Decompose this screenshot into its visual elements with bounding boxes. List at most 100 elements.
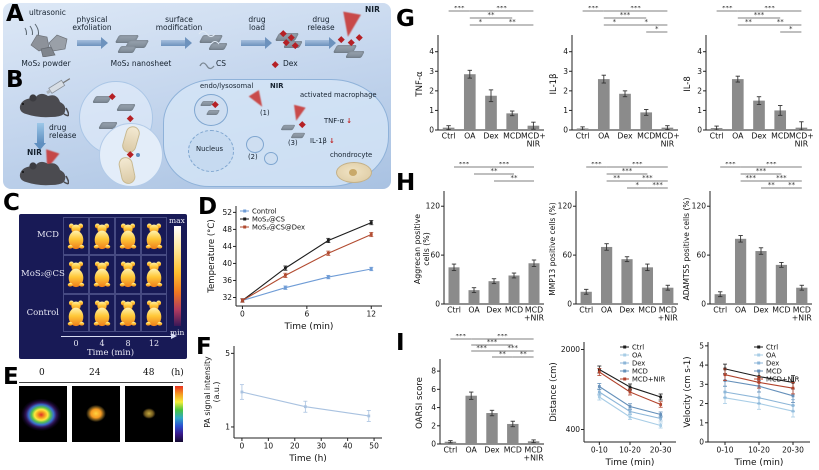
svg-text:MCD: MCD [503,132,521,141]
svg-text:**: ** [499,350,507,358]
svg-text:Dex: Dex [617,132,633,141]
panel-i-label: I [396,330,405,356]
svg-text:***: *** [725,162,736,168]
thermal-mouse-image [115,217,141,256]
svg-text:20-30: 20-30 [782,446,804,455]
mos2-nanosheet-label: MoS₂ nanosheet [110,59,172,68]
svg-text:MCD+NIR: MCD+NIR [766,375,800,383]
thermal-image-box: MCD MoS₂@CS Control max min 0 4 8 12 Tim… [19,214,187,359]
svg-text:**: ** [613,174,621,182]
svg-text:MCD: MCD [772,306,790,315]
thermal-mouse-image [141,255,167,294]
svg-text:***: *** [476,344,487,352]
pa-image-24h [72,386,120,442]
panel-e-pa-images: E 0 24 48 (h) [3,366,195,468]
svg-text:1: 1 [699,418,704,427]
mos2-powder-icon [30,34,68,57]
svg-text:Control: Control [252,207,277,215]
svg-text:**: ** [491,167,499,175]
svg-text:NIR: NIR [527,140,541,149]
thermal-row-label-mcd: MCD [36,230,59,240]
svg-text:2000: 2000 [561,345,580,354]
svg-text:NIR: NIR [795,140,809,149]
svg-text:20: 20 [290,442,300,451]
down-arrow-icon: ↓ [328,137,335,145]
thermal-colorbar [174,226,181,326]
drug-release-arrow-icon [34,123,46,150]
svg-text:Ctrl: Ctrl [710,132,724,141]
svg-text:4: 4 [697,47,702,56]
svg-text:3: 3 [563,67,568,76]
svg-text:40: 40 [343,442,353,451]
pa-image-0h [19,386,67,442]
sound-waves-icon [24,23,39,35]
panel-e-label: E [3,364,19,390]
il1b-down-label: IL-1β ↓ [310,137,335,145]
nucleus [188,130,234,172]
nir-beam-icon [290,104,306,123]
thermal-mouse-image [141,293,167,332]
svg-text:OA: OA [468,306,480,315]
panel-f-pa-signal: F 1 5 0 10 20 30 40 50 Time (h) PA signal intensi… [196,336,391,468]
svg-text:Dex: Dex [753,306,769,315]
svg-text:PA signal intensity(a.u.): PA signal intensity(a.u.) [204,356,221,428]
svg-text:OA: OA [601,306,613,315]
temperature-chart: 32 36 40 44 48 52 0 6 12 Time (min) Temperature (°… [207,206,382,332]
svg-text:**: ** [488,11,496,19]
step1-label: (1) [260,109,270,117]
svg-text:2: 2 [429,86,434,95]
svg-text:MCD+: MCD+ [655,132,680,141]
panel-h-immunostaining: H 0 60 120 Ctrl OA Dex MCD MCD +NIR Aggrecan posi… [394,156,818,332]
vesicle-icon [246,136,264,153]
svg-text:Ctrl: Ctrl [443,446,457,455]
svg-text:0: 0 [567,300,572,309]
syringe-icon [46,78,71,95]
svg-text:4: 4 [431,403,436,412]
svg-text:OA: OA [598,132,610,141]
macrophage-cell: endo/lysosomal NIR activated macrophage … [163,79,389,187]
svg-text:3: 3 [699,380,704,389]
svg-text:***: *** [487,338,498,346]
svg-text:**: ** [777,18,785,26]
endo-lysosomal-label: endo/lysosomal [200,82,254,90]
svg-text:120: 120 [558,202,573,211]
svg-text:***: *** [591,162,602,168]
svg-text:***: *** [588,6,599,12]
svg-text:MoS₂@CS: MoS₂@CS [252,215,285,223]
vesicle-icon [264,152,278,165]
tnf-down-label: TNF-α ↓ [324,117,352,125]
svg-text:ADAMTS5 positive cells (%): ADAMTS5 positive cells (%) [682,198,691,301]
svg-text:Dex: Dex [483,132,499,141]
svg-text:Dex: Dex [486,306,502,315]
svg-text:***: *** [722,6,733,12]
chondrocyte-label: chondrocyte [330,151,373,159]
svg-text:OA: OA [735,306,747,315]
svg-text:Ctrl: Ctrl [579,306,593,315]
process-arrow-icon [305,37,336,49]
svg-text:50: 50 [369,442,379,451]
svg-text:Dex: Dex [632,359,645,367]
svg-text:MCD: MCD [637,132,655,141]
pa-colorbar [175,386,183,442]
svg-text:***: *** [499,162,510,168]
svg-text:MCD: MCD [504,446,522,455]
velocity-line-chart: 0 1 2 3 4 5 0-10 10-20 20-30 Time (min) Velocity (… [683,341,810,468]
panel-ab-schematic: A ultrasonic MoS₂ powder physical exfoli… [3,3,391,189]
svg-text:Dex: Dex [619,306,635,315]
svg-text:MCD: MCD [638,306,656,315]
process-arrow-icon [77,37,108,49]
thermal-mouse-image [63,255,89,294]
svg-text:2: 2 [697,86,702,95]
svg-text:***: *** [620,11,631,19]
svg-text:Ctrl: Ctrl [576,132,590,141]
pa-image-48h [125,386,173,442]
svg-text:0: 0 [699,438,704,447]
colorbar-min-label: min [170,328,185,337]
svg-text:MCD: MCD [525,306,543,315]
panel-c-label: C [3,190,20,216]
chondrocyte-icon [336,162,372,183]
svg-text:Time (h): Time (h) [288,454,327,464]
nir-label-a: NIR [365,5,380,14]
